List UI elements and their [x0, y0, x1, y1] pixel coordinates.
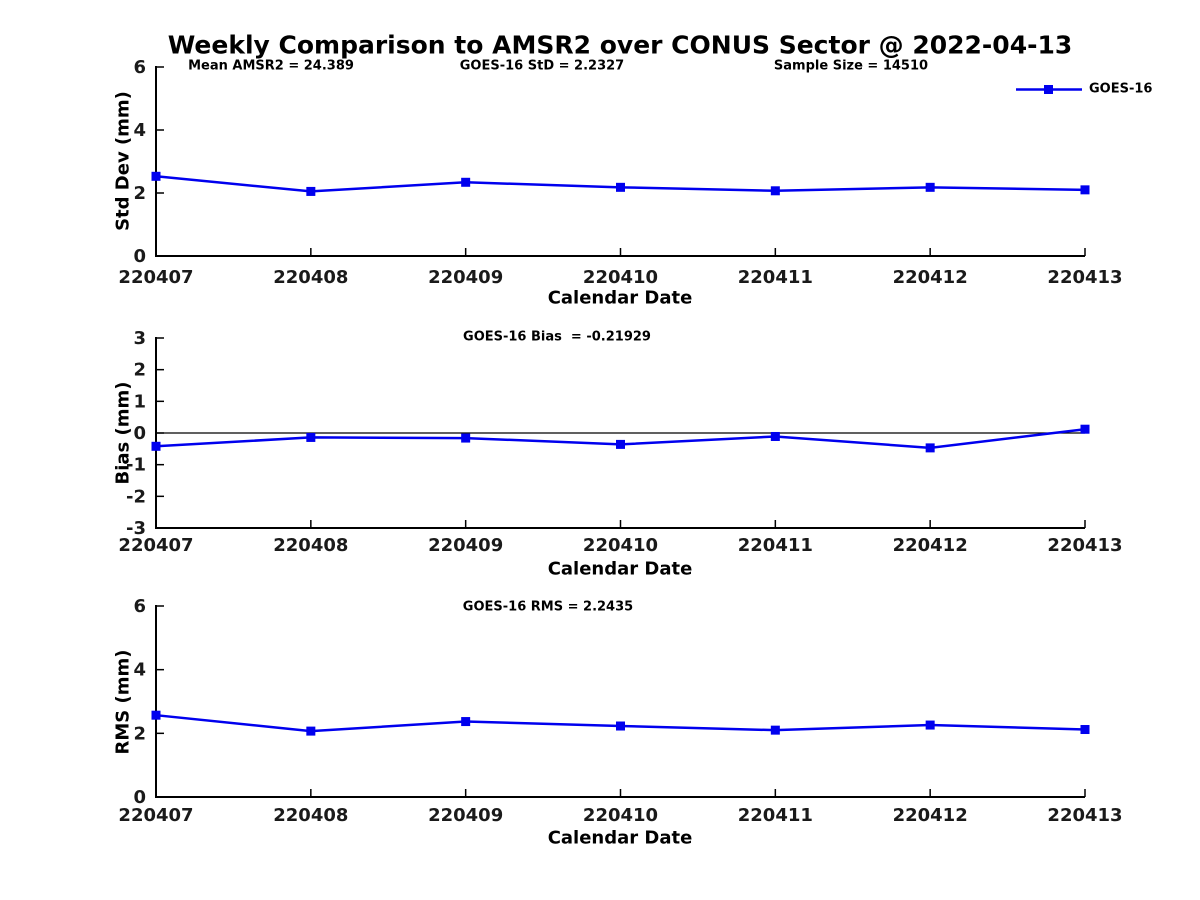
- x-tick-label: 220409: [428, 535, 503, 556]
- y-tick-label: 2: [133, 360, 146, 381]
- figure-title: Weekly Comparison to AMSR2 over CONUS Se…: [167, 30, 1073, 60]
- x-tick-label: 220411: [738, 267, 813, 288]
- x-tick-label: 220413: [1047, 535, 1122, 556]
- x-tick-label: 220412: [893, 267, 968, 288]
- y-tick-label: 0: [133, 423, 146, 444]
- y-tick-label: 0: [133, 246, 146, 267]
- data-point-marker: [770, 725, 780, 735]
- legend-label: GOES-16: [1089, 81, 1153, 97]
- data-point-marker: [306, 726, 316, 736]
- annotation-goes16-rms: GOES-16 RMS = 2.2435: [462, 599, 634, 615]
- x-tick-label: 220410: [583, 535, 658, 556]
- x-tick-label: 220411: [738, 805, 813, 826]
- y-tick-label: 4: [133, 120, 146, 141]
- x-tick-label: 220407: [118, 535, 193, 556]
- data-point-marker: [1080, 185, 1090, 195]
- y-tick-label: 6: [133, 596, 146, 617]
- subplot-stddev: 220407 220408 220409 220410 220411 220412 2204…: [118, 57, 1122, 288]
- annotation-mean-amsr2: Mean AMSR2 = 24.389: [188, 58, 354, 74]
- data-point-marker: [925, 720, 935, 730]
- data-point-marker: [616, 439, 625, 449]
- xlabel-stddev: Calendar Date: [547, 287, 693, 309]
- y-tick-label: -1: [126, 455, 146, 476]
- data-point-marker: [770, 186, 780, 196]
- data-point-marker: [925, 182, 935, 192]
- annotation-sample-size: Sample Size = 14510: [773, 58, 929, 74]
- x-tick-label: 220407: [118, 805, 193, 826]
- x-tick-label: 220408: [273, 805, 348, 826]
- x-tick-label: 220408: [273, 535, 348, 556]
- data-point-marker: [151, 171, 161, 181]
- data-point-marker: [925, 443, 935, 453]
- subplot-bias: 220407 220408 220409 220410 220411 220412 2204…: [118, 328, 1122, 556]
- x-tick-label: 220409: [428, 267, 503, 288]
- y-tick-label: 3: [133, 328, 146, 349]
- data-point-marker: [1080, 725, 1090, 735]
- data-point-marker: [306, 186, 316, 196]
- x-tick-label: 220410: [583, 267, 658, 288]
- x-tick-label: 220411: [738, 535, 813, 556]
- data-point-marker: [306, 432, 316, 442]
- y-tick-label: -3: [126, 518, 146, 539]
- subplot-rms: 220407 220408 220409 220410 220411 220412 2204…: [118, 596, 1122, 826]
- ylabel-stddev: Std Dev (mm): [112, 91, 134, 231]
- data-point-marker: [151, 441, 161, 451]
- data-point-marker: [461, 433, 471, 443]
- x-tick-label: 220413: [1047, 267, 1122, 288]
- y-tick-label: 6: [133, 57, 146, 78]
- data-point-marker: [1080, 424, 1090, 434]
- legend: GOES-16: [1016, 82, 1152, 97]
- data-point-marker: [770, 431, 780, 441]
- y-tick-label: 2: [133, 183, 146, 204]
- x-tick-label: 220407: [118, 267, 193, 288]
- annotation-goes16-std: GOES-16 StD = 2.2327: [459, 58, 625, 74]
- y-tick-label: 4: [133, 660, 146, 681]
- x-tick-label: 220413: [1047, 805, 1122, 826]
- y-tick-label: 0: [133, 787, 146, 808]
- xlabel-rms: Calendar Date: [547, 827, 693, 849]
- x-tick-label: 220409: [428, 805, 503, 826]
- ylabel-rms: RMS (mm): [112, 649, 134, 755]
- data-point-marker: [616, 721, 625, 731]
- annotation-goes16-bias: GOES-16 Bias = -0.21929: [463, 329, 651, 345]
- y-tick-label: 2: [133, 723, 146, 744]
- data-point-marker: [461, 177, 471, 187]
- x-tick-label: 220408: [273, 267, 348, 288]
- x-tick-label: 220410: [583, 805, 658, 826]
- data-point-marker: [461, 717, 471, 727]
- ylabel-bias: Bias (mm): [112, 381, 134, 485]
- x-tick-label: 220412: [893, 535, 968, 556]
- y-tick-label: 1: [133, 391, 146, 412]
- y-tick-label: -2: [126, 486, 146, 507]
- xlabel-bias: Calendar Date: [547, 558, 693, 580]
- data-point-marker: [151, 710, 161, 720]
- data-point-marker: [616, 182, 625, 192]
- x-tick-label: 220412: [893, 805, 968, 826]
- legend-line-marker-icon: [1016, 84, 1082, 94]
